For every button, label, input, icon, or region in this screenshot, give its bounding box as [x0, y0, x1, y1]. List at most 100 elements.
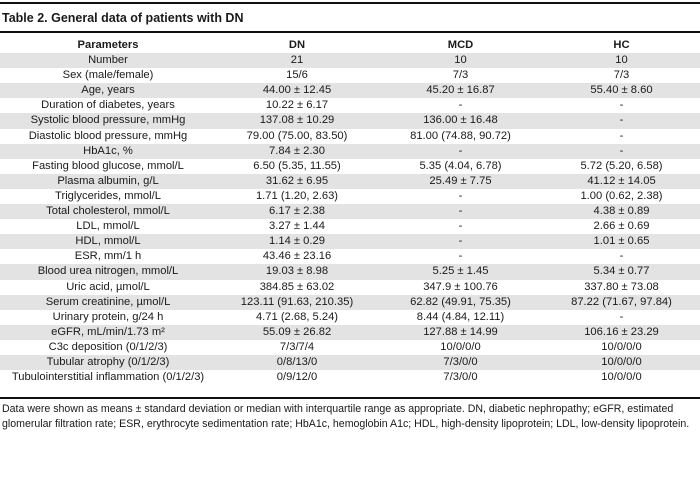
cell-mcd: 127.88 ± 14.99: [378, 324, 543, 340]
cell-dn: 0/8/13/0: [216, 354, 378, 371]
cell-parameter: Age, years: [0, 83, 216, 99]
table-row: C3c deposition (0/1/2/3) 7/3/7/4 10/0/0/0 1…: [0, 340, 700, 355]
cell-dn: 1.14 ± 0.29: [216, 234, 378, 250]
cell-mcd: 81.00 (74.88, 90.72): [410, 129, 511, 142]
header-hc: HC: [613, 39, 630, 51]
table-row: Total cholesterol, mmol/L 6.17 ± 2.38-4.3…: [0, 204, 700, 220]
cell-hc: -: [543, 143, 700, 159]
cell-mcd: 7/3: [452, 69, 469, 82]
cell-mcd: 10: [378, 53, 543, 69]
cell-parameter: Duration of diabetes, years: [41, 99, 175, 112]
cell-hc: 7/3: [613, 69, 630, 82]
header-parameters: Parameters: [77, 39, 139, 51]
cell-mcd: 25.49 ± 7.75: [378, 173, 543, 189]
cell-mcd: -: [458, 220, 463, 233]
table-row: Duration of diabetes, years 10.22 ± 6.17 -…: [0, 98, 700, 113]
cell-dn: 44.00 ± 12.45: [216, 83, 378, 99]
cell-hc: -: [619, 310, 624, 323]
cell-parameter: Triglycerides, mmol/L: [55, 189, 161, 202]
cell-mcd: 7/3/0/0: [443, 371, 478, 384]
cell-parameter: Uric acid, µmol/L: [66, 280, 150, 293]
cell-dn: 55.09 ± 26.82: [216, 324, 378, 340]
table-row: Uric acid, µmol/L 384.85 ± 63.02 347.9 ± 1…: [0, 280, 700, 295]
cell-mcd: -: [458, 250, 463, 263]
cell-mcd: -: [378, 234, 543, 250]
table-row: Diastolic blood pressure, mmHg 79.00 (75.…: [0, 129, 700, 144]
cell-parameter: ESR, mm/1 h: [74, 250, 142, 263]
cell-hc: -: [619, 129, 624, 142]
cell-hc: -: [619, 250, 624, 263]
cell-dn: 43.46 ± 23.16: [262, 250, 332, 263]
cell-parameter: Number: [0, 53, 216, 69]
cell-hc: 5.34 ± 0.77: [543, 264, 700, 280]
cell-dn: 137.08 ± 10.29: [216, 113, 378, 129]
table-row: Blood urea nitrogen, mmol/L 19.03 ± 8.98 5…: [0, 264, 700, 280]
cell-mcd: -: [458, 99, 463, 112]
table-row: HbA1c, % 7.84 ± 2.30- -: [0, 143, 700, 159]
cell-mcd: 347.9 ± 100.76: [423, 280, 498, 293]
table-row: Urinary protein, g/24 h 4.71 (2.68, 5.24)…: [0, 310, 700, 325]
cell-hc: 10: [543, 53, 700, 69]
cell-dn: 19.03 ± 8.98: [216, 264, 378, 280]
cell-hc: 55.40 ± 8.60: [543, 83, 700, 99]
bottom-rule: [0, 397, 700, 399]
cell-parameter: C3c deposition (0/1/2/3): [48, 340, 168, 353]
cell-mcd: 5.25 ± 1.45: [378, 264, 543, 280]
title-rule: [0, 31, 700, 33]
cell-parameter: Plasma albumin, g/L: [0, 173, 216, 189]
table-row: ESR, mm/1 h 43.46 ± 23.16 - -: [0, 249, 700, 264]
cell-dn: 1.71 (1.20, 2.63): [255, 189, 339, 202]
table-row: LDL, mmol/L 3.27 ± 1.44 - 2.66 ± 0.69: [0, 219, 700, 234]
table-row: Tubular atrophy (0/1/2/3) 0/8/13/0 7/3/0/0…: [0, 354, 700, 371]
table-row: Triglycerides, mmol/L 1.71 (1.20, 2.63) - 1…: [0, 189, 700, 204]
table-row: Sex (male/female) 15/6 7/3 7/3: [0, 68, 700, 83]
cell-dn: 384.85 ± 63.02: [259, 280, 335, 293]
cell-hc: -: [619, 99, 624, 112]
cell-dn: 7/3/7/4: [279, 340, 315, 353]
cell-mcd: 136.00 ± 16.48: [378, 113, 543, 129]
table-row: eGFR, mL/min/1.73 m² 55.09 ± 26.82 127.88 …: [0, 324, 700, 340]
cell-parameter: Fasting blood glucose, mmol/L: [32, 159, 184, 172]
cell-mcd: 8.44 (4.84, 12.11): [416, 310, 505, 323]
cell-dn: 6.50 (5.35, 11.55): [253, 159, 341, 172]
cell-parameter: Tubular atrophy (0/1/2/3): [0, 354, 216, 371]
table-row: Number 21 10 10: [0, 53, 700, 69]
header-dn: DN: [288, 39, 306, 51]
cell-hc: 10/0/0/0: [601, 340, 642, 353]
cell-hc: 5.72 (5.20, 6.58): [580, 159, 663, 172]
cell-hc: 10/0/0/0: [601, 371, 642, 384]
header-mcd: MCD: [447, 39, 474, 51]
cell-parameter: HbA1c, %: [0, 143, 216, 159]
table-body: Number 21 10 10 Sex (male/female) 15/6 7/3 7/3 A…: [0, 53, 700, 385]
cell-parameter: LDL, mmol/L: [76, 220, 140, 233]
cell-hc: 87.22 (71.67, 97.84): [543, 294, 700, 310]
cell-parameter: Urinary protein, g/24 h: [52, 310, 164, 323]
cell-hc: 106.16 ± 23.29: [543, 324, 700, 340]
table-row: Systolic blood pressure, mmHg 137.08 ± 10…: [0, 113, 700, 129]
cell-dn: 10.22 ± 6.17: [265, 99, 329, 112]
data-table: Parameters DN MCD HC Number 21 10 10 Sex (ma…: [0, 38, 700, 385]
cell-hc: 4.38 ± 0.89: [543, 204, 700, 220]
cell-hc: 10/0/0/0: [543, 354, 700, 371]
cell-dn: 0/9/12/0: [276, 371, 318, 384]
cell-mcd: 7/3/0/0: [378, 354, 543, 371]
cell-mcd: -: [378, 204, 543, 220]
cell-hc: 41.12 ± 14.05: [543, 173, 700, 189]
header-row: Parameters DN MCD HC: [0, 38, 700, 53]
cell-dn: 123.11 (91.63, 210.35): [216, 294, 378, 310]
cell-dn: 21: [216, 53, 378, 69]
cell-parameter: HDL, mmol/L: [0, 234, 216, 250]
cell-dn: 4.71 (2.68, 5.24): [255, 310, 339, 323]
table-title: Table 2. General data of patients with D…: [2, 11, 244, 25]
table-footnote: Data were shown as means ± standard devi…: [2, 403, 690, 430]
cell-parameter: Systolic blood pressure, mmHg: [0, 113, 216, 129]
cell-hc: -: [543, 113, 700, 129]
top-rule: [0, 2, 700, 4]
cell-dn: 79.00 (75.00, 83.50): [246, 129, 348, 142]
cell-parameter: Tubulointerstitial inflammation (0/1/2/3…: [11, 371, 205, 384]
cell-mcd: 62.82 (49.91, 75.35): [378, 294, 543, 310]
cell-parameter: Total cholesterol, mmol/L: [0, 204, 216, 220]
cell-hc: 337.80 ± 73.08: [584, 280, 659, 293]
cell-dn: 31.62 ± 6.95: [216, 173, 378, 189]
cell-mcd: 10/0/0/0: [440, 340, 481, 353]
